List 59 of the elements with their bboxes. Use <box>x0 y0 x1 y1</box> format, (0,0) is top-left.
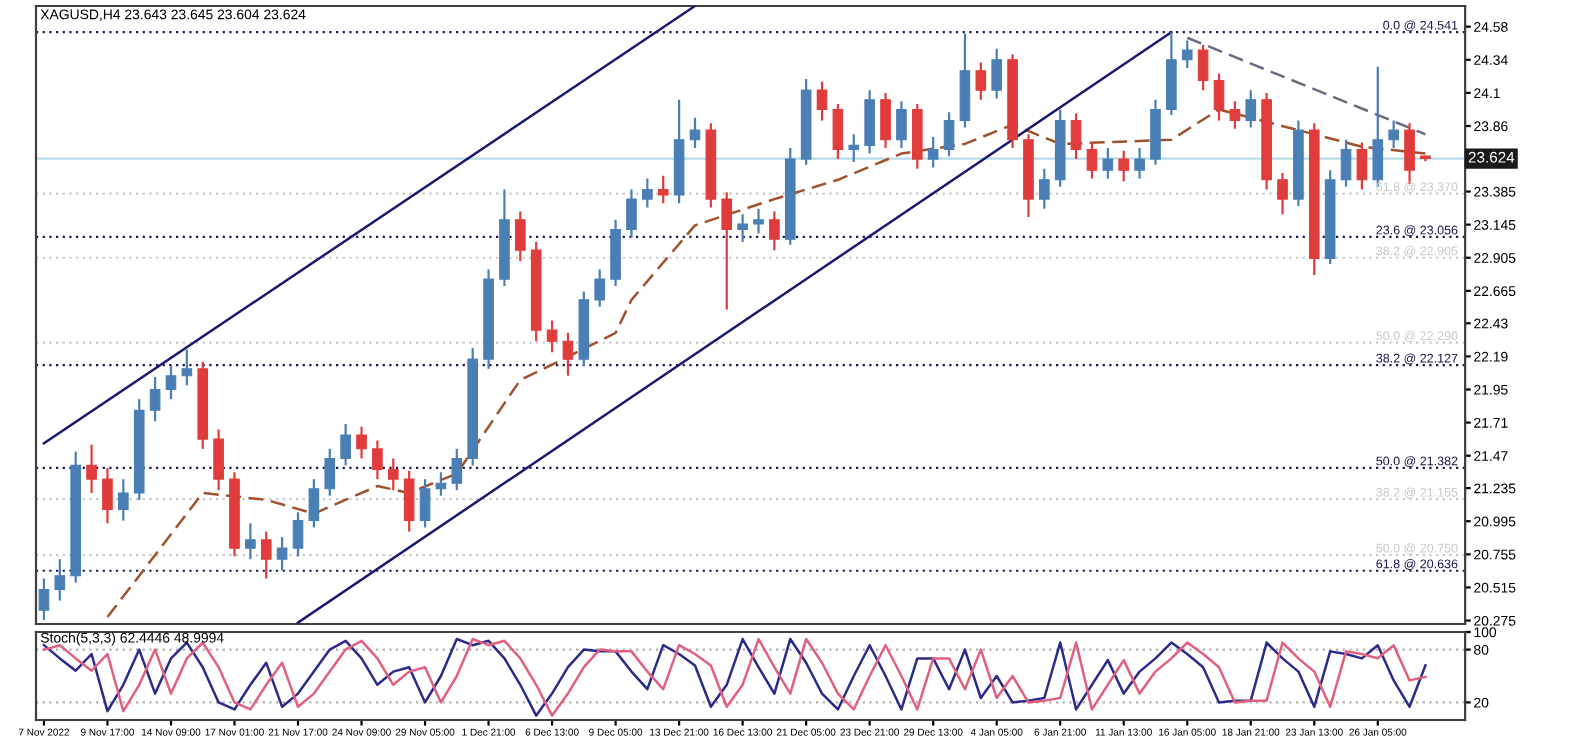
candlestick <box>1086 141 1098 180</box>
candlestick <box>514 210 526 263</box>
candlestick <box>642 177 653 209</box>
candlestick <box>1388 119 1399 150</box>
candlestick <box>324 447 336 497</box>
candlestick <box>943 111 955 158</box>
candlestick <box>927 135 939 169</box>
candlestick <box>1277 171 1288 216</box>
candlestick <box>118 478 129 522</box>
candlestick <box>737 213 748 243</box>
candlestick <box>721 191 733 311</box>
candlestick <box>356 425 367 460</box>
candlestick <box>1134 146 1145 180</box>
candlestick <box>1229 100 1241 130</box>
candlestick <box>1039 167 1050 210</box>
candlestick <box>181 348 193 387</box>
candlestick <box>880 91 891 150</box>
candlestick <box>848 133 860 163</box>
candlestick <box>149 375 161 423</box>
candlestick <box>975 61 987 101</box>
candlestick <box>816 80 828 122</box>
candlestick <box>54 558 66 602</box>
candlestick <box>276 535 288 572</box>
candlestick <box>1070 112 1082 161</box>
candlestick <box>562 331 574 377</box>
candlestick <box>896 100 907 150</box>
candlestick <box>403 469 415 533</box>
candlestick <box>594 268 606 308</box>
candlestick <box>864 89 875 155</box>
candlestick <box>213 428 224 492</box>
candlestick <box>991 47 1003 100</box>
candlestick <box>86 443 97 495</box>
candlestick <box>1404 122 1415 186</box>
candlestick <box>657 174 669 205</box>
candlestick <box>340 422 351 467</box>
candlestick <box>165 364 177 401</box>
candlestick <box>769 210 780 252</box>
candlestick <box>546 319 558 354</box>
candlestick <box>38 577 50 621</box>
candlestick <box>1181 39 1193 70</box>
candlestick <box>1213 72 1225 122</box>
candlestick <box>1118 149 1130 183</box>
candlestick <box>419 478 431 529</box>
candlestick <box>1102 146 1114 180</box>
candlestick <box>1340 138 1352 188</box>
candlestick <box>1245 89 1257 129</box>
candlestick <box>372 439 383 481</box>
candlestick <box>451 447 463 492</box>
candlestick <box>1197 43 1209 92</box>
candlestick <box>102 467 113 525</box>
candlestick <box>245 522 256 561</box>
candlestick <box>387 457 399 492</box>
candlestick <box>1356 141 1368 191</box>
candlestick <box>260 530 272 580</box>
candlestick <box>753 207 764 235</box>
candlestick <box>292 511 304 558</box>
candlestick <box>626 188 637 239</box>
candlestick <box>308 478 320 529</box>
candlestick <box>832 102 844 161</box>
